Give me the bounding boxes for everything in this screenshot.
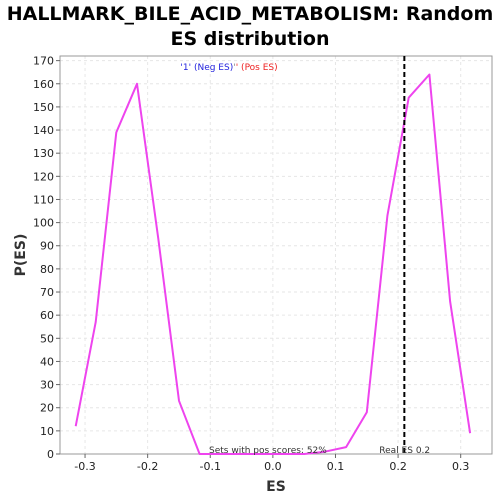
x-axis-ticks: -0.3 -0.2 -0.1 0.0 0.1 0.2 0.3 [74,454,469,473]
real-es-annotation: Real ES 0.2 [379,446,430,456]
y-tick-label: 100 [33,217,54,230]
chart-title-line-1: HALLMARK_BILE_ACID_METABOLISM: Random [6,3,494,25]
y-tick-label: 30 [40,379,54,392]
y-tick-label: 170 [33,55,54,68]
y-tick-label: 0 [47,448,54,461]
chart-title-line-2: ES distribution [170,28,330,50]
x-tick-label: 0.3 [452,460,470,473]
y-tick-label: 40 [40,355,54,368]
x-tick-label: -0.2 [137,460,158,473]
x-tick-label: 0.2 [389,460,407,473]
chart-title: HALLMARK_BILE_ACID_METABOLISM: Random ES… [0,2,500,52]
y-tick-label: 20 [40,402,54,415]
y-axis-ticks: 0 10 20 30 40 50 60 70 80 90 100 110 120 130 140 150 160… [33,55,60,461]
y-tick-label: 130 [33,147,54,160]
y-tick-label: 60 [40,309,54,322]
legend-pos-entry: ' (Pos ES) [236,63,278,73]
x-tick-label: 0.0 [264,460,282,473]
y-tick-label: 90 [40,240,54,253]
y-tick-label: 70 [40,286,54,299]
y-tick-label: 110 [33,193,54,206]
legend-neg-entry: '1' (Neg ES) [180,63,233,73]
series-line [74,73,472,455]
grid-lines [60,56,492,455]
y-tick-label: 80 [40,263,54,276]
y-tick-label: 50 [40,332,54,345]
x-axis-label: ES [266,479,286,495]
x-tick-label: 0.1 [327,460,345,473]
y-tick-label: 120 [33,170,54,183]
x-tick-label: -0.3 [74,460,95,473]
x-tick-label: -0.1 [200,460,221,473]
y-tick-label: 140 [33,124,54,137]
y-tick-label: 150 [33,101,54,114]
pos-scores-annotation: Sets with pos scores: 52% [209,446,327,456]
legend-separator: ' [233,63,235,73]
plot-area [59,55,493,455]
series-group [74,73,472,455]
y-axis-label: P(ES) [13,234,29,277]
y-tick-label: 10 [40,425,54,438]
legend: '1' (Neg ES)'' (Pos ES) [180,63,277,73]
y-tick-label: 160 [33,78,54,91]
